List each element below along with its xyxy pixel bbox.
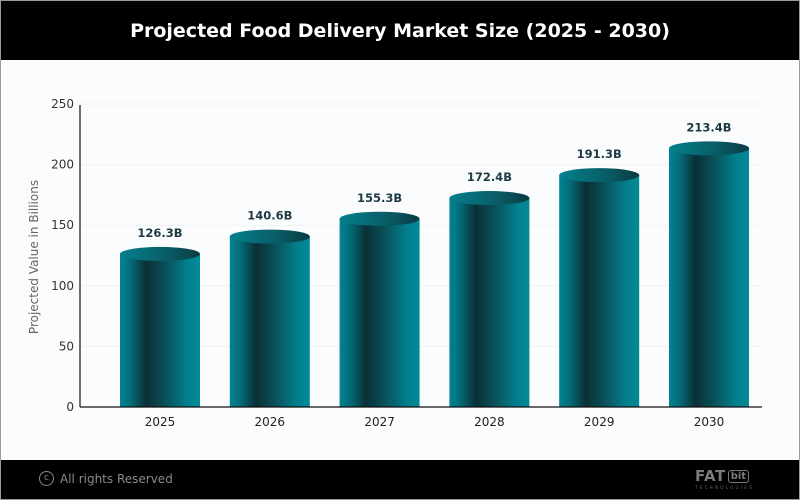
y-tick-label: 0 [66,400,74,414]
bar-body [669,148,749,407]
data-label: 140.6B [247,209,292,223]
fatbit-logo: FAT bit TECHNOLOGIES [695,469,765,493]
bar-top [449,191,530,206]
bar-body [229,236,310,407]
x-tick-label: 2026 [255,415,286,429]
copyright: c All rights Reserved [39,471,173,486]
bar-2030 [669,141,749,407]
bar-2026 [229,229,310,407]
y-tick-label: 200 [51,158,74,172]
bar-body [449,198,530,407]
copyright-icon: c [39,471,54,486]
bar-body [339,218,420,407]
bar-2028 [449,191,530,407]
bar-top [120,246,200,261]
x-tick-label: 2029 [584,415,615,429]
x-tick-label: 2025 [145,415,176,429]
chart-header: Projected Food Delivery Market Size (202… [1,1,799,60]
bar-2027 [339,211,420,407]
bar-2029 [559,168,640,407]
y-tick-labels: 0 50 100 150 200 250 [51,97,74,414]
y-tick-label: 250 [51,97,74,111]
data-label: 213.4B [686,120,731,134]
bar-2025 [120,246,200,407]
x-tick-label: 2027 [364,415,395,429]
chart-title: Projected Food Delivery Market Size (202… [130,19,670,42]
x-tick-label: 2030 [694,415,725,429]
logo-subtitle: TECHNOLOGIES [695,485,755,490]
footer: c All rights Reserved FAT bit TECHNOLOGI… [1,460,799,499]
data-label: 191.3B [577,147,622,161]
y-tick-label: 50 [59,339,74,353]
data-label: 155.3B [357,191,402,205]
data-labels: 126.3B 140.6B 155.3B 172.4B 191.3B 213.4B [137,120,731,240]
y-tick-label: 100 [51,279,74,293]
bar-top [229,229,310,244]
bars-group [120,141,749,407]
x-tick-labels: 2025 2026 2027 2028 2029 2030 [145,415,725,429]
bar-top [559,168,640,183]
y-tick-label: 150 [51,218,74,232]
logo-bit: bit [727,470,750,483]
bar-top [669,141,749,156]
axes [79,105,762,408]
bar-body [559,175,640,407]
copyright-text: All rights Reserved [60,471,173,486]
bar-body [120,253,200,407]
logo-fat: FAT [695,467,726,485]
x-tick-label: 2028 [474,415,505,429]
data-label: 172.4B [467,170,512,184]
bar-chart: 0 50 100 150 200 250 2025 2026 2027 2028 2029 2030… [27,97,762,429]
data-label: 126.3B [137,226,182,240]
y-axis-label: Projected Value in Billions [27,180,41,334]
bar-top [339,211,420,226]
